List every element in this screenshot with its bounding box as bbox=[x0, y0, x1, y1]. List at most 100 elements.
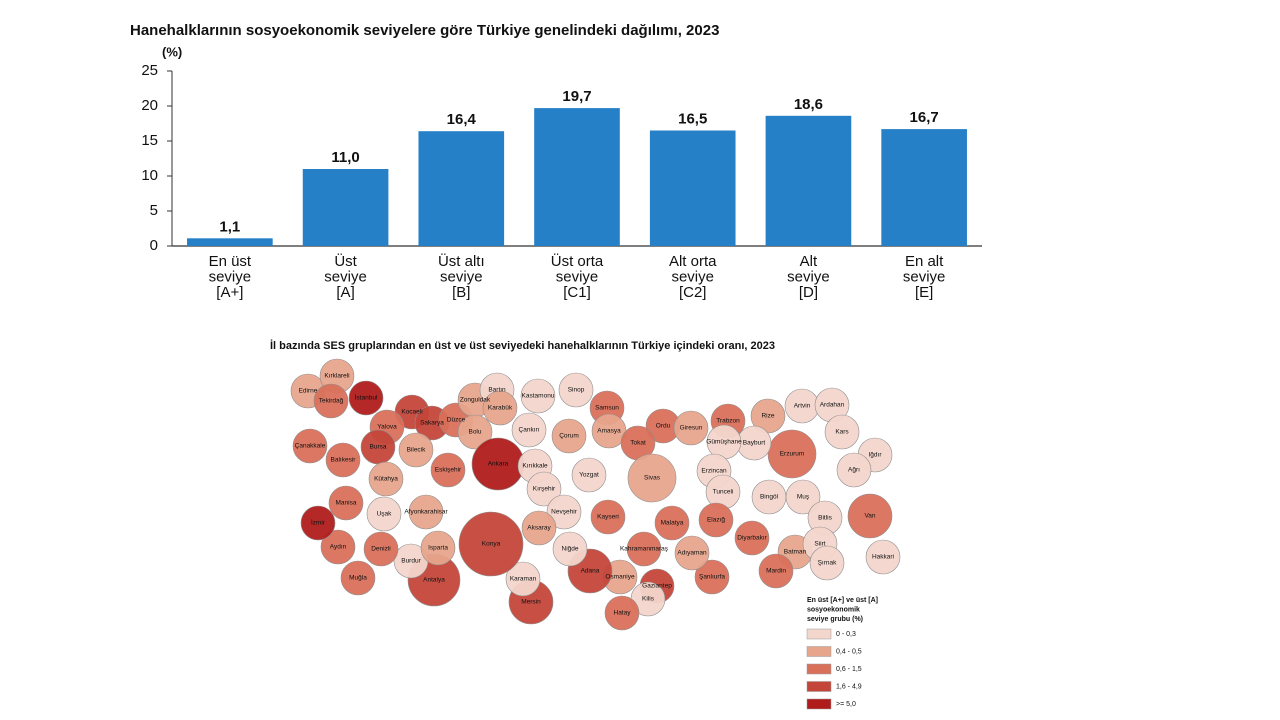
province-label: Iğdır bbox=[868, 452, 882, 459]
province-label: Sinop bbox=[568, 387, 585, 394]
province-label: Kastamonu bbox=[522, 393, 555, 400]
province bbox=[627, 453, 677, 503]
province-label: Erzincan bbox=[701, 468, 727, 475]
x-tick-label: seviye bbox=[787, 268, 830, 285]
bar-title: Hanehalklarının sosyoekonomik seviyelere… bbox=[130, 22, 719, 39]
province bbox=[363, 531, 399, 567]
province-label: Bitlis bbox=[818, 515, 832, 522]
x-tick-label: seviye bbox=[324, 268, 367, 285]
province-label: Isparta bbox=[428, 545, 448, 552]
province bbox=[340, 560, 376, 596]
province bbox=[604, 595, 640, 631]
province bbox=[590, 499, 626, 535]
province-label: Karaman bbox=[510, 576, 537, 583]
province-label: Şanlıurfa bbox=[699, 574, 725, 581]
province-label: Bingöl bbox=[760, 494, 779, 501]
province-label: Burdur bbox=[401, 558, 421, 565]
province-label: Edirne bbox=[299, 388, 318, 395]
province-label: Ordu bbox=[656, 423, 671, 430]
province bbox=[420, 530, 456, 566]
value-label: 16,5 bbox=[678, 110, 707, 127]
province bbox=[654, 505, 690, 541]
x-tick-label: Üst bbox=[334, 252, 357, 270]
province-label: Kilis bbox=[642, 596, 655, 603]
province bbox=[824, 414, 860, 450]
province-label: Yalova bbox=[377, 424, 397, 431]
value-label: 11,0 bbox=[331, 149, 359, 166]
province-label: İzmir bbox=[311, 518, 326, 527]
province bbox=[626, 531, 662, 567]
y-tick-label: 0 bbox=[150, 237, 158, 254]
legend-swatch bbox=[806, 663, 832, 675]
legend-title: seviye grubu (%) bbox=[807, 616, 863, 623]
x-tick-label: seviye bbox=[903, 268, 946, 285]
bar bbox=[765, 115, 852, 246]
province bbox=[785, 479, 821, 515]
province bbox=[313, 383, 349, 419]
province bbox=[292, 428, 328, 464]
province-label: Gaziantep bbox=[642, 583, 672, 590]
province bbox=[809, 545, 845, 581]
province bbox=[698, 502, 734, 538]
legend-swatch bbox=[806, 646, 832, 657]
province-label: Afyonkarahisar bbox=[404, 509, 448, 516]
province bbox=[847, 493, 893, 539]
province bbox=[325, 442, 361, 478]
province-label: Tunceli bbox=[713, 489, 734, 496]
x-tick-label: [B] bbox=[452, 284, 470, 301]
y-tick-label: 10 bbox=[141, 167, 158, 184]
province bbox=[511, 412, 547, 448]
province-label: Samsun bbox=[595, 405, 619, 412]
province-label: Muğla bbox=[349, 575, 367, 582]
bar bbox=[881, 129, 967, 246]
province bbox=[320, 529, 356, 565]
province-label: Ardahan bbox=[820, 402, 845, 409]
province-label: Adıyaman bbox=[677, 550, 707, 557]
province-label: Giresun bbox=[680, 425, 703, 432]
province bbox=[430, 452, 466, 488]
province bbox=[552, 531, 588, 567]
y-tick-label: 15 bbox=[141, 132, 158, 149]
x-tick-label: Alt orta bbox=[669, 253, 717, 270]
value-label: 18,6 bbox=[794, 96, 823, 113]
province-label: Çankırı bbox=[519, 427, 540, 434]
province-label: Ağrı bbox=[848, 467, 860, 474]
province-label: Mardin bbox=[766, 568, 786, 575]
province-label: Batman bbox=[784, 549, 807, 556]
province bbox=[734, 520, 770, 556]
province-label: Kütahya bbox=[374, 476, 398, 483]
province bbox=[482, 390, 518, 426]
province-label: Artvin bbox=[794, 403, 811, 410]
value-label: 19,7 bbox=[562, 88, 591, 105]
province-label: Sivas bbox=[644, 475, 661, 482]
province bbox=[865, 539, 901, 575]
province bbox=[520, 378, 556, 414]
province bbox=[674, 535, 710, 571]
province-label: Aydın bbox=[330, 544, 347, 551]
province-label: Elazığ bbox=[707, 517, 725, 524]
y-tick-label: 20 bbox=[141, 97, 158, 114]
province-label: Düzce bbox=[447, 417, 466, 424]
value-label: 16,7 bbox=[910, 109, 939, 126]
province-label: Kars bbox=[835, 429, 849, 436]
legend-label: 1,6 - 4,9 bbox=[836, 683, 862, 690]
province-label: Kocaeli bbox=[401, 409, 422, 416]
province-label: Erzurum bbox=[780, 451, 805, 458]
province-label: Hatay bbox=[614, 610, 632, 617]
province bbox=[505, 561, 541, 597]
x-tick-label: [C1] bbox=[563, 284, 591, 301]
province-label: Bilecik bbox=[407, 447, 427, 454]
province-label: Sakarya bbox=[420, 420, 444, 427]
province bbox=[546, 494, 582, 530]
legend-title: sosyoekonomik bbox=[807, 606, 860, 613]
province-label: Amasya bbox=[597, 428, 621, 435]
province-label: Yozgat bbox=[579, 472, 599, 479]
province-label: Muş bbox=[797, 494, 810, 501]
legend-label: 0,4 - 0,5 bbox=[836, 648, 862, 655]
province bbox=[366, 496, 402, 532]
province-label: Aksaray bbox=[527, 525, 551, 532]
y-tick-label: 25 bbox=[141, 62, 158, 79]
legend-label: >= 5,0 bbox=[836, 701, 856, 708]
bar bbox=[418, 131, 505, 246]
